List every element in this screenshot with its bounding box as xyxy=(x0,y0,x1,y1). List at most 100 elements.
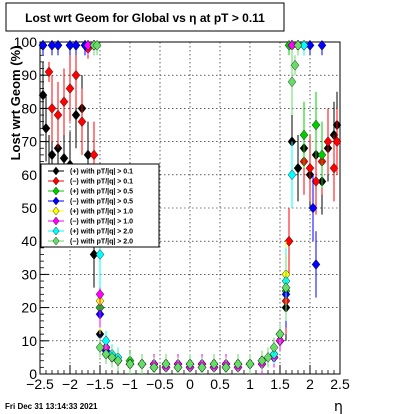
data-point xyxy=(149,362,159,373)
data-point xyxy=(311,119,321,131)
tick-labels: −2.5 −2 −1.5 −1 −0.5 0 0.5 1 1.5 2 2.5 0 10 20 30 40 50 6… xyxy=(14,34,350,392)
x-tick-label: −2 xyxy=(62,376,78,392)
data-point xyxy=(269,342,279,353)
data-point xyxy=(83,39,93,51)
data-point xyxy=(284,235,294,247)
data-point xyxy=(65,83,75,94)
data-point xyxy=(305,162,315,174)
data-point xyxy=(59,152,69,164)
y-tick-label: 70 xyxy=(21,134,37,150)
legend-entry: (−) with pT/|q| > 0.5 xyxy=(70,199,133,206)
x-tick-label: −2.5 xyxy=(26,376,54,392)
data-point xyxy=(290,59,300,71)
data-point xyxy=(77,116,87,128)
data-point xyxy=(287,76,297,88)
x-axis-label: η xyxy=(334,399,343,414)
data-point xyxy=(89,249,99,260)
data-point xyxy=(317,149,327,161)
legend-entry: (+) with pT/|q| > 2.0 xyxy=(70,229,133,236)
data-point xyxy=(47,103,57,114)
data-point xyxy=(92,39,102,51)
data-point xyxy=(275,328,285,340)
data-point xyxy=(47,149,57,161)
legend-entry: (+) with pT/|q| > 0.1 xyxy=(70,169,133,176)
data-point xyxy=(281,282,291,294)
data-point xyxy=(59,96,69,108)
data-point xyxy=(83,149,93,161)
data-point xyxy=(101,348,111,360)
data-point xyxy=(71,39,81,51)
legend: (+) with pT/|q| > 0.1 (−) with pT/|q| > 0… xyxy=(40,163,160,248)
data-point xyxy=(311,259,321,270)
data-point xyxy=(287,169,297,181)
y-tick-label: 0 xyxy=(29,366,37,382)
x-tick-label: 1 xyxy=(246,376,254,392)
y-tick-label: 40 xyxy=(21,233,37,249)
data-point xyxy=(107,352,117,363)
data-markers xyxy=(38,39,342,374)
data-point xyxy=(47,39,57,51)
legend-box xyxy=(40,163,160,248)
data-point xyxy=(263,352,273,363)
x-tick-label: 2 xyxy=(306,376,314,392)
data-point xyxy=(89,149,99,161)
data-point xyxy=(38,89,48,101)
data-point xyxy=(95,342,105,353)
legend-entry: (−) with pT/|q| > 1.0 xyxy=(70,219,133,226)
y-tick-label: 50 xyxy=(21,200,37,216)
data-point xyxy=(209,358,219,370)
data-point xyxy=(125,358,135,370)
x-tick-label: 1.5 xyxy=(270,376,290,392)
x-tick-label: −0.5 xyxy=(146,376,174,392)
series-7 xyxy=(89,39,303,374)
data-point xyxy=(332,136,342,147)
y-tick-label: 90 xyxy=(21,67,37,83)
legend-marker xyxy=(52,216,60,226)
data-point xyxy=(308,202,318,214)
legend-marker xyxy=(52,186,60,196)
legend-marker xyxy=(52,176,60,186)
data-point xyxy=(245,358,255,370)
data-point xyxy=(71,109,81,121)
legend-marker xyxy=(52,196,60,206)
y-tick-label: 20 xyxy=(21,300,37,316)
legend-marker xyxy=(52,166,60,176)
data-point xyxy=(53,39,63,51)
data-point xyxy=(197,362,207,373)
x-tick-label: −1.5 xyxy=(86,376,114,392)
data-point xyxy=(257,355,267,367)
y-axis-label: Lost wrt Geom (%) xyxy=(8,46,23,161)
legend-marker xyxy=(52,236,60,246)
x-tick-label: 0 xyxy=(186,376,194,392)
y-tick-label: 30 xyxy=(21,266,37,282)
data-point xyxy=(293,39,303,51)
legend-marker xyxy=(52,206,60,216)
y-tick-label: 10 xyxy=(21,333,37,349)
data-point xyxy=(137,358,147,370)
legend-entry: (+) with pT/|q| > 0.5 xyxy=(70,189,133,196)
y-tick-label: 100 xyxy=(14,34,38,50)
legend-marker xyxy=(52,226,60,236)
legend-entry: (−) with pT/|q| > 2.0 xyxy=(70,239,133,246)
x-tick-label: 0.5 xyxy=(210,376,230,392)
data-point xyxy=(38,39,48,51)
data-point xyxy=(95,249,105,260)
data-point xyxy=(299,129,309,141)
data-point xyxy=(95,288,105,300)
x-tick-label: −1 xyxy=(122,376,138,392)
data-point xyxy=(233,358,243,370)
data-point xyxy=(173,362,183,373)
data-point xyxy=(221,362,231,373)
chart-title: Lost wrt Geom for Global vs η at pT > 0.… xyxy=(25,11,265,25)
data-point xyxy=(161,358,171,370)
title-box xyxy=(5,2,285,32)
data-point xyxy=(44,66,54,78)
data-point xyxy=(323,136,333,147)
x-tick-label: 2.5 xyxy=(330,376,350,392)
data-point xyxy=(305,39,315,51)
data-point xyxy=(299,39,309,51)
data-point xyxy=(317,39,327,51)
legend-entry: (+) with pT/|q| > 1.0 xyxy=(70,209,133,216)
data-point xyxy=(71,69,81,81)
data-point xyxy=(53,109,63,121)
